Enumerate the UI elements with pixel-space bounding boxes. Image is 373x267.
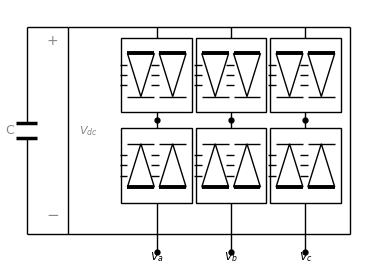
Text: C: C: [6, 124, 14, 137]
Text: $V_a$: $V_a$: [150, 250, 164, 264]
Bar: [196, 128, 266, 203]
Bar: [122, 38, 192, 112]
Text: $V_{dc}$: $V_{dc}$: [79, 124, 97, 138]
Bar: [270, 38, 341, 112]
Text: $V_b$: $V_b$: [224, 250, 238, 264]
Text: $V_c$: $V_c$: [298, 250, 312, 264]
Bar: [270, 128, 341, 203]
Text: +: +: [47, 34, 59, 48]
Bar: [122, 128, 192, 203]
Text: −: −: [46, 208, 59, 223]
Bar: [196, 38, 266, 112]
